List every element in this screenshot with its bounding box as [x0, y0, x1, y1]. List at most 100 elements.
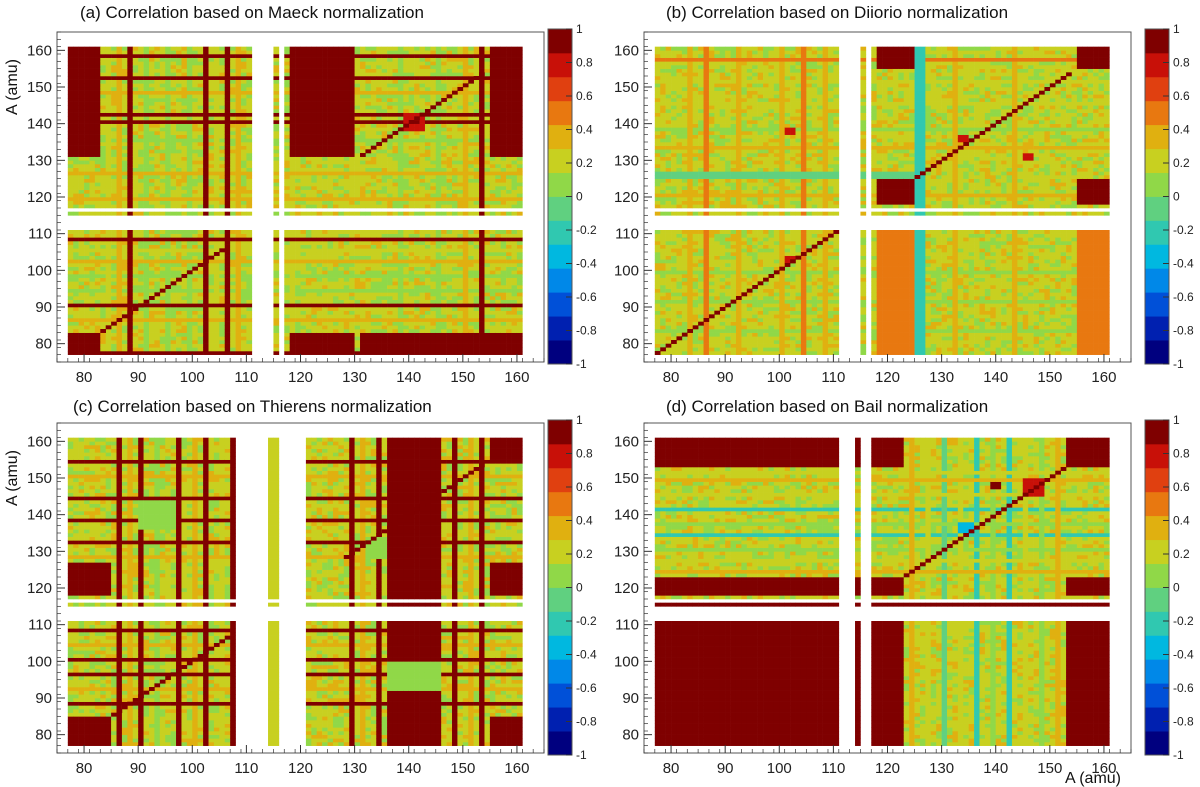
heatmap-cell [230, 292, 236, 297]
heatmap-cell [235, 87, 242, 91]
heatmap-cell [192, 314, 198, 319]
heatmap-cell [240, 237, 247, 242]
heatmap-cell [327, 46, 334, 51]
heatmap-cell [397, 299, 404, 304]
heatmap-cell [78, 204, 85, 209]
heatmap-cell [165, 274, 171, 278]
heatmap-cell [73, 248, 79, 253]
heatmap-cell [316, 336, 323, 341]
heatmap-cell [370, 296, 377, 300]
heatmap-cell [138, 193, 144, 198]
heatmap-cell [159, 204, 166, 209]
heatmap-cell [100, 321, 106, 326]
heatmap-cell [105, 241, 112, 245]
heatmap-cell [235, 171, 242, 176]
heatmap-cell [148, 105, 155, 110]
heatmap-cell [343, 230, 350, 234]
heatmap-cell [89, 244, 96, 249]
heatmap-cell [424, 230, 431, 234]
heatmap-cell [143, 285, 150, 289]
heatmap-cell [176, 149, 182, 154]
heatmap-cell [78, 127, 85, 132]
heatmap-cell [143, 233, 150, 238]
heatmap-cell [392, 347, 399, 352]
heatmap-cell [419, 131, 426, 135]
heatmap-cell [365, 351, 372, 355]
heatmap-cell [94, 160, 101, 165]
heatmap-cell [360, 329, 366, 333]
heatmap-cell [176, 123, 182, 128]
heatmap-cell [84, 160, 90, 165]
heatmap-cell [121, 171, 128, 176]
heatmap-cell [354, 87, 361, 91]
heatmap-cell [84, 318, 90, 322]
heatmap-cell [78, 244, 85, 249]
heatmap-cell [360, 230, 366, 234]
heatmap-cell [235, 343, 242, 348]
heatmap-cell [84, 153, 90, 157]
heatmap-cell [230, 156, 236, 161]
heatmap-cell [116, 277, 123, 282]
heatmap-cell [219, 233, 226, 238]
heatmap-cell [273, 127, 280, 132]
heatmap-cell [322, 292, 328, 297]
heatmap-cell [349, 252, 355, 256]
heatmap-cell [224, 241, 231, 245]
heatmap-cell [316, 248, 323, 253]
heatmap-cell [295, 318, 301, 322]
heatmap-cell [208, 321, 215, 326]
heatmap-cell [186, 204, 193, 209]
heatmap-cell [197, 204, 204, 209]
heatmap-cell [132, 160, 139, 165]
heatmap-cell [213, 351, 220, 355]
heatmap-cell [322, 127, 328, 132]
heatmap-cell [170, 347, 177, 352]
heatmap-cell [121, 263, 128, 267]
heatmap-cell [181, 259, 188, 264]
heatmap-cell [365, 156, 372, 161]
heatmap-cell [246, 325, 253, 330]
heatmap-cell [219, 127, 226, 132]
heatmap-cell [295, 321, 301, 326]
heatmap-cell [197, 142, 204, 146]
heatmap-cell [230, 189, 236, 194]
heatmap-cell [414, 266, 420, 271]
heatmap-cell [176, 230, 182, 234]
heatmap-cell [284, 186, 290, 190]
heatmap-cell [154, 237, 161, 242]
heatmap-cell [78, 230, 85, 234]
heatmap-cell [397, 164, 404, 168]
heatmap-cell [311, 211, 318, 216]
heatmap-cell [414, 182, 420, 187]
heatmap-cell [289, 83, 296, 88]
heatmap-cell [387, 197, 393, 201]
heatmap-cell [208, 101, 215, 106]
heatmap-cell [289, 230, 296, 234]
heatmap-cell [181, 90, 188, 95]
heatmap-cell [111, 46, 117, 51]
heatmap-cell [273, 160, 280, 165]
heatmap-cell [316, 87, 323, 91]
heatmap-cell [105, 160, 112, 165]
heatmap-cell [430, 182, 437, 187]
heatmap-cell [295, 233, 301, 238]
heatmap-cell [392, 248, 399, 253]
heatmap-cell [381, 343, 388, 348]
heatmap-cell [176, 252, 182, 256]
heatmap-cell [84, 90, 90, 95]
heatmap-cell [116, 266, 123, 271]
heatmap-cell [354, 186, 361, 190]
heatmap-cell [100, 285, 106, 289]
heatmap-cell [105, 197, 112, 201]
heatmap-cell [392, 325, 399, 330]
heatmap-cell [197, 94, 204, 99]
heatmap-cell [240, 90, 247, 95]
heatmap-cell [381, 90, 388, 95]
heatmap-cell [165, 351, 171, 355]
heatmap-cell [327, 149, 334, 154]
heatmap-cell [343, 90, 350, 95]
heatmap-cell [273, 296, 280, 300]
heatmap-cell [332, 193, 339, 198]
heatmap-cell [414, 94, 420, 99]
heatmap-cell [327, 101, 334, 106]
